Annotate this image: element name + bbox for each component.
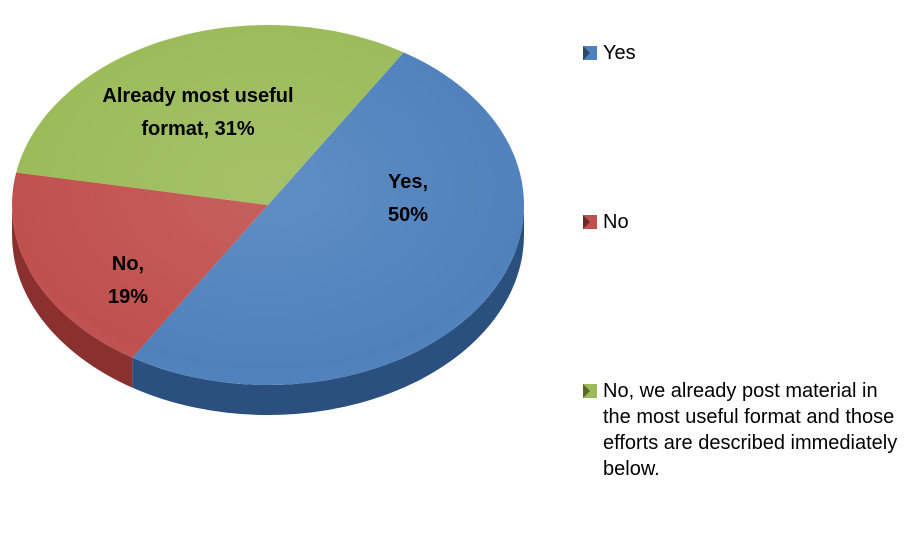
data-label-already: Already most useful format, 31% xyxy=(102,85,293,140)
legend-swatch-yes xyxy=(583,46,597,60)
pie-top-shading xyxy=(12,25,524,385)
legend-item-no-already: No, we already post material in the most… xyxy=(583,378,903,482)
data-label-no: No, 19% xyxy=(108,253,148,308)
pie-side-walls xyxy=(12,205,524,415)
pie-chart-svg: Yes, 50% No, 19% Already most useful format, … xyxy=(11,24,524,415)
legend-label-yes: Yes xyxy=(603,42,636,64)
legend-swatch-no-already xyxy=(583,384,597,398)
legend-label-no-already: No, we already post material in the most… xyxy=(603,380,898,480)
legend-label-no: No xyxy=(603,211,629,233)
legend-swatch-no xyxy=(583,215,597,229)
legend-item-no: No xyxy=(583,209,903,235)
legend-item-yes: Yes xyxy=(583,40,903,66)
pie-side-1-0 xyxy=(12,205,133,388)
pie-side-0-0 xyxy=(132,205,524,415)
data-label-yes: Yes, 50% xyxy=(388,171,428,226)
